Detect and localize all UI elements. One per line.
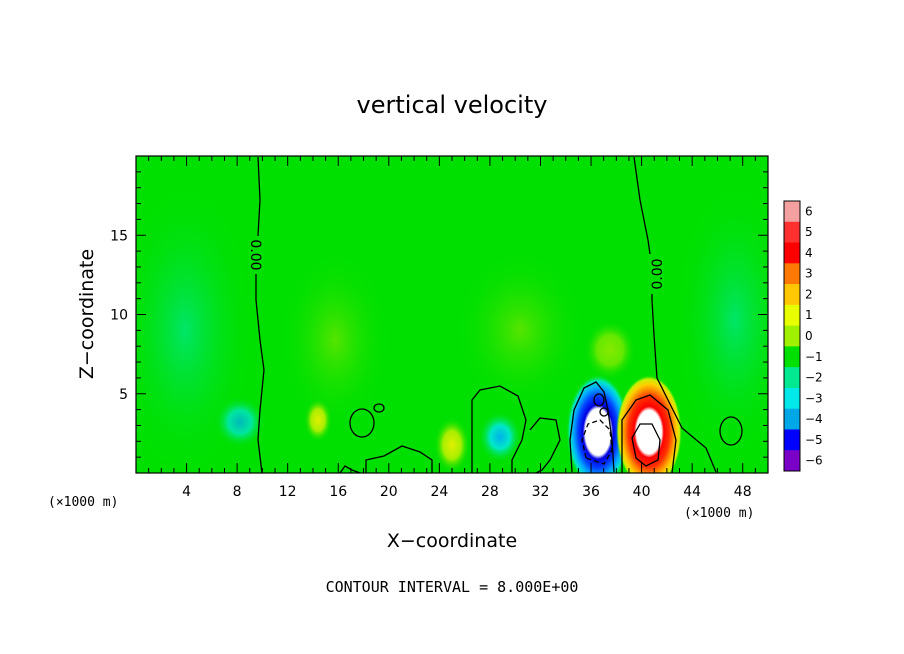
contour-updraft-core bbox=[631, 423, 661, 467]
colorbar-swatch bbox=[784, 221, 800, 244]
y-axis-label: Z−coordinate bbox=[76, 249, 98, 379]
colorbar-label: 4 bbox=[805, 246, 813, 260]
colorbar-label: 5 bbox=[805, 225, 813, 239]
x-unit-label: (×1000 m) bbox=[684, 506, 754, 521]
colorbar-swatch bbox=[784, 263, 800, 285]
contour-loop bbox=[349, 408, 375, 438]
x-tick-label: 4 bbox=[182, 484, 191, 500]
contour-interval-label: CONTOUR INTERVAL = 8.000E+00 bbox=[326, 578, 579, 596]
zero-contours bbox=[255, 156, 743, 474]
x-tick-label: 48 bbox=[734, 484, 752, 500]
contour-loop bbox=[719, 416, 743, 446]
x-tick-label: 24 bbox=[430, 484, 448, 500]
colorbar-label: 1 bbox=[805, 308, 813, 322]
colorbar-swatch bbox=[784, 201, 800, 223]
contour-loop bbox=[599, 407, 609, 417]
contour-label: 0.00 bbox=[247, 239, 263, 270]
x-tick-label: 16 bbox=[329, 484, 347, 500]
colorbar-frame bbox=[783, 200, 801, 472]
x-axis: 4 8 12 16 20 24 28 32 36 40 44 48 bbox=[148, 156, 756, 500]
colorbar-swatch bbox=[784, 367, 800, 389]
x-tick-label: 8 bbox=[233, 484, 242, 500]
colorbar-label: −6 bbox=[805, 454, 823, 468]
colorbar-swatch bbox=[784, 429, 800, 451]
contour-loop bbox=[593, 393, 605, 407]
colorbar-swatch bbox=[784, 450, 800, 472]
colorbar-swatch bbox=[784, 284, 800, 306]
y-axis: 5 10 15 bbox=[110, 171, 768, 458]
x-tick-label: 12 bbox=[279, 484, 297, 500]
x-tick-label: 28 bbox=[481, 484, 499, 500]
contour-line-left bbox=[255, 156, 265, 474]
colorbar-label: 6 bbox=[805, 204, 813, 218]
y-tick-label: 5 bbox=[119, 387, 128, 403]
y-tick-label: 15 bbox=[110, 228, 128, 244]
colorbar-swatch bbox=[784, 346, 800, 368]
colorbar-label: −1 bbox=[805, 350, 823, 364]
contour-label: 0.00 bbox=[650, 258, 666, 289]
contour-line bbox=[339, 445, 433, 474]
colorbar-swatch bbox=[784, 408, 800, 430]
velocity-field bbox=[136, 156, 768, 473]
contour-line bbox=[471, 385, 527, 473]
x-tick-label: 36 bbox=[582, 484, 600, 500]
contour-labels: 0.00 0.00 bbox=[247, 236, 666, 294]
colorbar-swatch bbox=[784, 387, 800, 410]
contour-line-right bbox=[633, 156, 717, 473]
x-tick-label: 32 bbox=[532, 484, 550, 500]
contour-downdraft-outer bbox=[569, 381, 615, 473]
x-tick-label: 20 bbox=[380, 484, 398, 500]
contour-line bbox=[529, 417, 561, 474]
x-tick-label: 40 bbox=[633, 484, 651, 500]
y-tick-label: 10 bbox=[110, 308, 128, 324]
colorbar-label: −4 bbox=[805, 412, 823, 426]
contour-updraft-outer bbox=[621, 394, 677, 474]
colorbar: 6 5 4 3 2 1 0 −1 −2 −3 −4 −5 −6 bbox=[783, 200, 823, 472]
x-tick-label: 44 bbox=[683, 484, 701, 500]
contour-loop bbox=[373, 403, 385, 413]
colorbar-swatch bbox=[784, 304, 800, 327]
colorbar-label: 0 bbox=[805, 329, 813, 343]
colorbar-swatch bbox=[784, 242, 800, 264]
x-axis-label: X−coordinate bbox=[387, 530, 517, 552]
colorbar-label: −5 bbox=[805, 433, 823, 447]
colorbar-label: 2 bbox=[805, 287, 813, 301]
colorbar-label: −3 bbox=[805, 391, 823, 405]
colorbar-label: 3 bbox=[805, 267, 813, 281]
colorbar-label: −2 bbox=[805, 371, 823, 385]
x-unit-label: (×1000 m) bbox=[48, 495, 118, 510]
chart-title: vertical velocity bbox=[357, 91, 548, 119]
colorbar-swatch bbox=[784, 325, 800, 347]
